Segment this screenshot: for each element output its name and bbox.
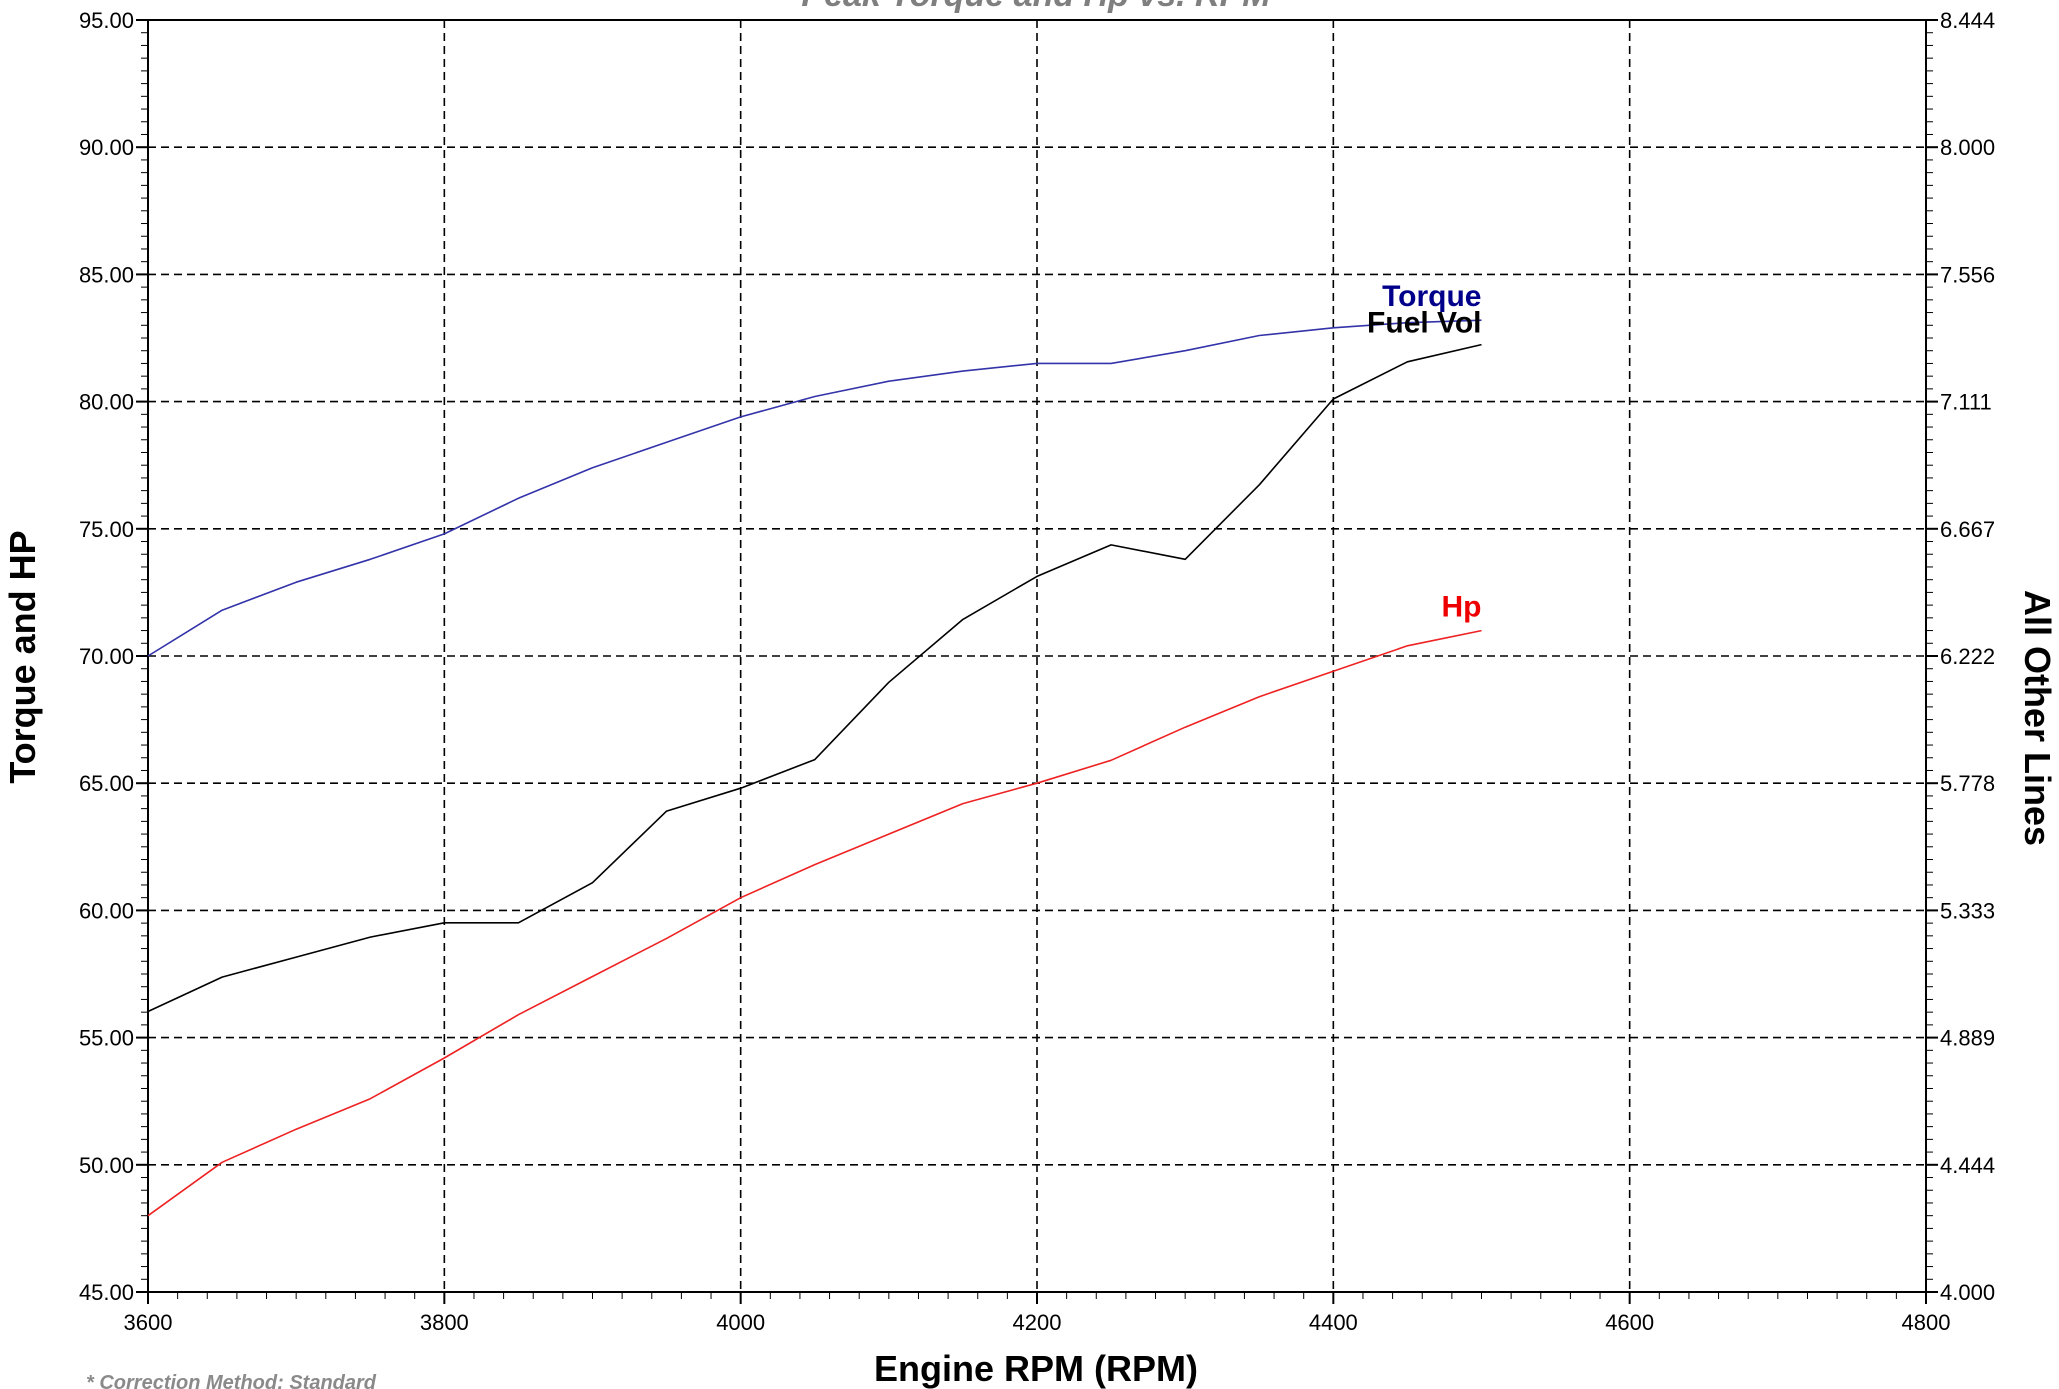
y-right-tick-label: 5.333 [1940, 898, 1995, 923]
series-lines [147, 319, 1482, 1217]
series-line-fuel-vol [147, 343, 1482, 1013]
y-right-tick-label: 4.889 [1940, 1026, 1995, 1051]
y-left-tick-label: 95.00 [79, 8, 134, 33]
x-axis-title: Engine RPM (RPM) [874, 1348, 1198, 1389]
series-label-fuel-vol: Fuel Vol [1367, 307, 1481, 340]
y-right-tick-label: 6.222 [1940, 644, 1995, 669]
chart-title: Peak Torque and Hp vs. RPM [801, 0, 1271, 14]
y-right-tick-label: 7.556 [1940, 262, 1995, 287]
y-right-tick-label: 7.111 [1940, 390, 1992, 415]
y-left-tick-label: 45.00 [79, 1280, 134, 1305]
y-right-tick-label: 5.778 [1940, 771, 1995, 796]
series-label-hp: Hp [1442, 591, 1482, 624]
series-line-hp [147, 629, 1482, 1217]
x-tick-label: 3800 [420, 1310, 469, 1335]
y-left-tick-label: 70.00 [79, 644, 134, 669]
x-tick-label: 4400 [1309, 1310, 1358, 1335]
y-left-tick-label: 60.00 [79, 898, 134, 923]
correction-method-note: * Correction Method: Standard [86, 1372, 377, 1389]
y-right-tick-label: 6.667 [1940, 517, 1995, 542]
x-tick-label: 4800 [1902, 1310, 1951, 1335]
x-tick-label: 4200 [1013, 1310, 1062, 1335]
x-tick-label: 4000 [716, 1310, 765, 1335]
grid-lines [148, 20, 1926, 1292]
y-left-tick-label: 65.00 [79, 771, 134, 796]
y-left-tick-label: 75.00 [79, 517, 134, 542]
y-left-tick-label: 85.00 [79, 262, 134, 287]
y-right-tick-label: 8.000 [1940, 135, 1995, 160]
y-axis-title-left: Torque and HP [2, 530, 43, 783]
y-left-tick-label: 55.00 [79, 1026, 134, 1051]
series-label-torque: Torque [1382, 280, 1481, 313]
y-axis-title-right: All Other Lines [2017, 590, 2058, 846]
y-right-tick-label: 4.000 [1940, 1280, 1995, 1305]
y-left-tick-label: 80.00 [79, 390, 134, 415]
tick-labels: 3600 3800 4000 4200 4400 4600 4800 45.00 4.000 50… [79, 8, 1995, 1335]
y-right-tick-label: 8.444 [1940, 8, 1995, 33]
y-left-tick-label: 50.00 [79, 1153, 134, 1178]
minor-ticks [136, 19, 1938, 1304]
x-tick-label: 3600 [124, 1310, 173, 1335]
y-left-tick-label: 90.00 [79, 135, 134, 160]
x-tick-label: 4600 [1605, 1310, 1654, 1335]
series-line-torque [147, 319, 1482, 657]
y-right-tick-label: 4.444 [1940, 1153, 1995, 1178]
